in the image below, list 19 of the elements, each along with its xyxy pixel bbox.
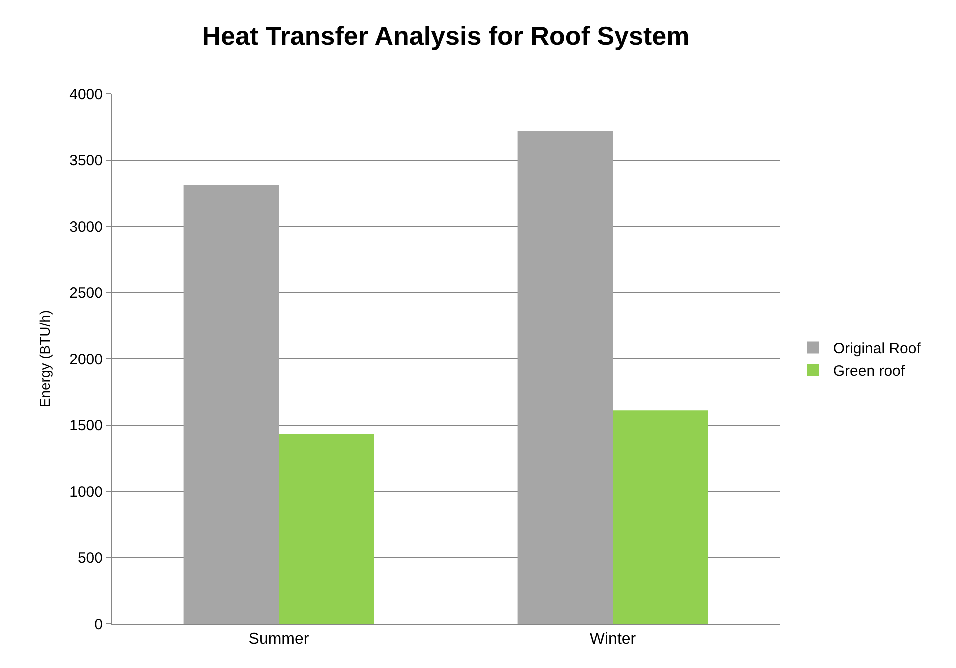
bar: [518, 131, 613, 624]
y-axis-title: Energy (BTU/h): [37, 310, 54, 408]
y-tick-label: 2000: [70, 351, 103, 368]
y-tick-label: 1000: [70, 484, 103, 501]
x-tick-label: Winter: [590, 631, 637, 648]
bar: [279, 434, 374, 624]
y-tick-label: 500: [78, 550, 103, 567]
bar: [184, 185, 279, 624]
x-tick-label: Summer: [248, 631, 310, 648]
y-tick-label: 0: [94, 616, 103, 634]
y-tick-label: 3000: [70, 218, 103, 236]
y-tick-label: 1500: [70, 418, 103, 434]
legend-label: Original Roof: [833, 340, 922, 358]
y-tick-label: 4000: [70, 86, 103, 104]
y-tick-label: 3500: [70, 152, 103, 170]
chart-title: Heat Transfer Analysis for Roof System: [202, 20, 690, 51]
bar: [613, 410, 708, 624]
y-tick-label: 2500: [70, 285, 103, 302]
legend-label: Green roof: [833, 363, 906, 380]
